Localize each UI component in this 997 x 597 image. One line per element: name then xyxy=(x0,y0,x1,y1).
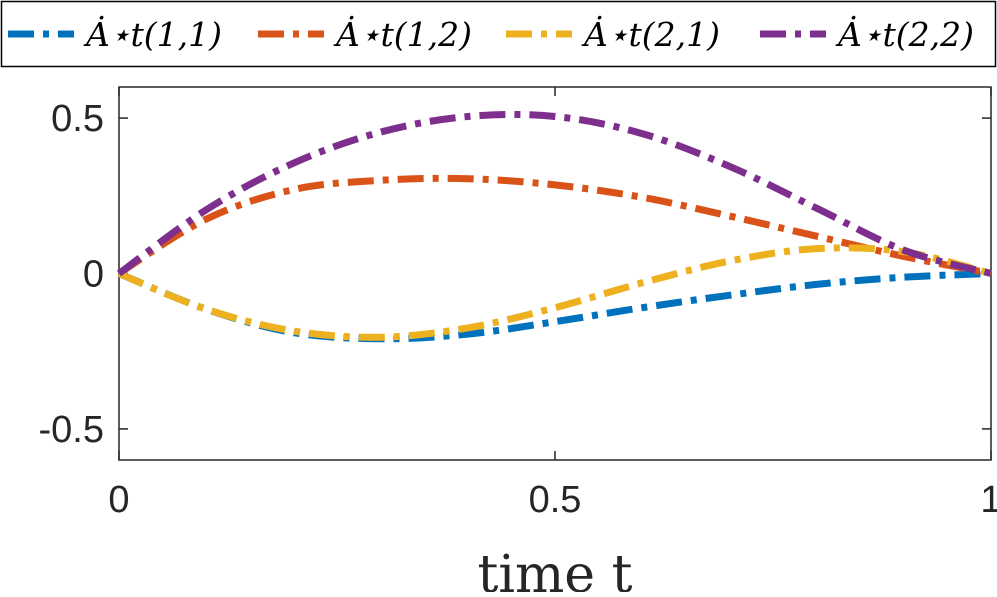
plot-area xyxy=(118,86,992,461)
x-tick-label: 0 xyxy=(108,479,129,521)
axis-tick-labels: 0 0.5 10.50-0.5 xyxy=(39,98,997,521)
legend-label: Ȧ⋆t(1,1) xyxy=(83,15,222,54)
legend-label: Ȧ⋆t(1,2) xyxy=(333,15,472,54)
legend: Ȧ⋆t(1,1) Ȧ⋆t(1,2) Ȧ⋆t(2,1) Ȧ⋆t(2,2) xyxy=(8,15,974,54)
series-line-4 xyxy=(116,110,992,277)
x-axis-label: time t xyxy=(477,545,632,592)
legend-box xyxy=(0,0,997,68)
legend-label: Ȧ⋆t(2,1) xyxy=(581,15,720,54)
y-tick-label: 0 xyxy=(83,254,104,296)
x-tick-label: 0.5 xyxy=(529,479,582,521)
series-lines xyxy=(116,110,992,343)
legend-label: Ȧ⋆t(2,2) xyxy=(835,15,974,54)
y-tick-label: 0.5 xyxy=(51,98,104,140)
series-line-3 xyxy=(117,244,992,341)
x-tick-label: 1 xyxy=(980,479,997,521)
series-line-2 xyxy=(117,174,992,277)
y-tick-label: -0.5 xyxy=(39,409,104,451)
